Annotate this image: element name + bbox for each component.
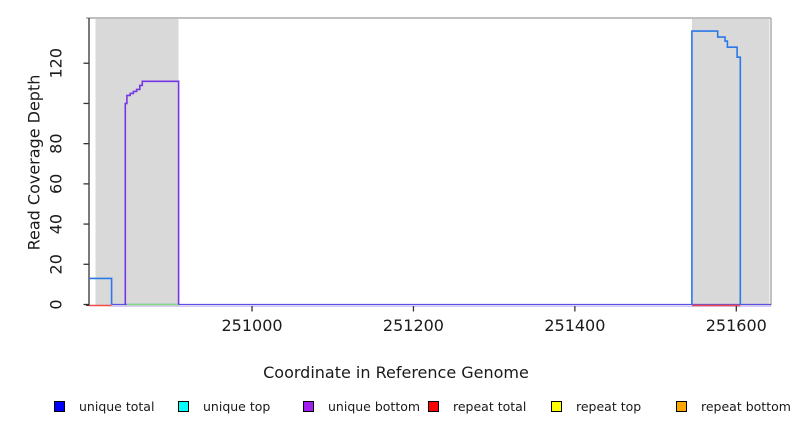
x-axis-title: Coordinate in Reference Genome <box>263 363 529 382</box>
y-axis-title: Read Coverage Depth <box>24 74 44 251</box>
y-tick-label: 120 <box>47 48 66 79</box>
x-tick-label: 251400 <box>544 316 605 335</box>
legend-label: repeat top <box>576 398 642 414</box>
y-tick-label: 0 <box>47 299 66 309</box>
legend-label: unique top <box>203 398 271 414</box>
legend-item-unique-total: unique total <box>54 397 154 415</box>
y-tick-label: 80 <box>47 133 66 153</box>
x-tick-label: 251200 <box>383 316 444 335</box>
legend: unique total unique top unique bottom re… <box>0 397 792 419</box>
y-tick-label: 60 <box>47 174 66 194</box>
legend-label: repeat bottom <box>701 398 791 414</box>
legend-label: unique total <box>79 398 155 414</box>
y-tick-label: 40 <box>47 214 66 234</box>
legend-item-repeat-bottom: repeat bottom <box>676 397 791 415</box>
unique-bottom-swatch-icon <box>303 400 314 412</box>
x-tick-label: 251000 <box>221 316 282 335</box>
unique-top-swatch-icon <box>178 400 189 412</box>
legend-item-unique-bottom: unique bottom <box>303 397 420 415</box>
x-tick-label: 251600 <box>706 316 767 335</box>
repeat-top-swatch-icon <box>551 400 562 412</box>
repeat-total-swatch-icon <box>428 400 439 412</box>
legend-item-repeat-top: repeat top <box>551 397 641 415</box>
unique-bottom-left-block <box>124 80 180 305</box>
unique-top-left-step <box>89 277 113 305</box>
legend-label: repeat total <box>453 398 527 414</box>
repeat-bottom-swatch-icon <box>676 400 687 412</box>
legend-item-unique-top: unique top <box>178 397 270 415</box>
legend-label: unique bottom <box>328 398 421 414</box>
unique-total-swatch-icon <box>54 400 65 412</box>
coverage-block-right <box>691 18 770 306</box>
coverage-block-left <box>95 18 179 306</box>
legend-item-repeat-total: repeat total <box>428 397 526 415</box>
y-tick-label: 20 <box>47 254 66 274</box>
unique-top-right-block <box>691 30 742 305</box>
